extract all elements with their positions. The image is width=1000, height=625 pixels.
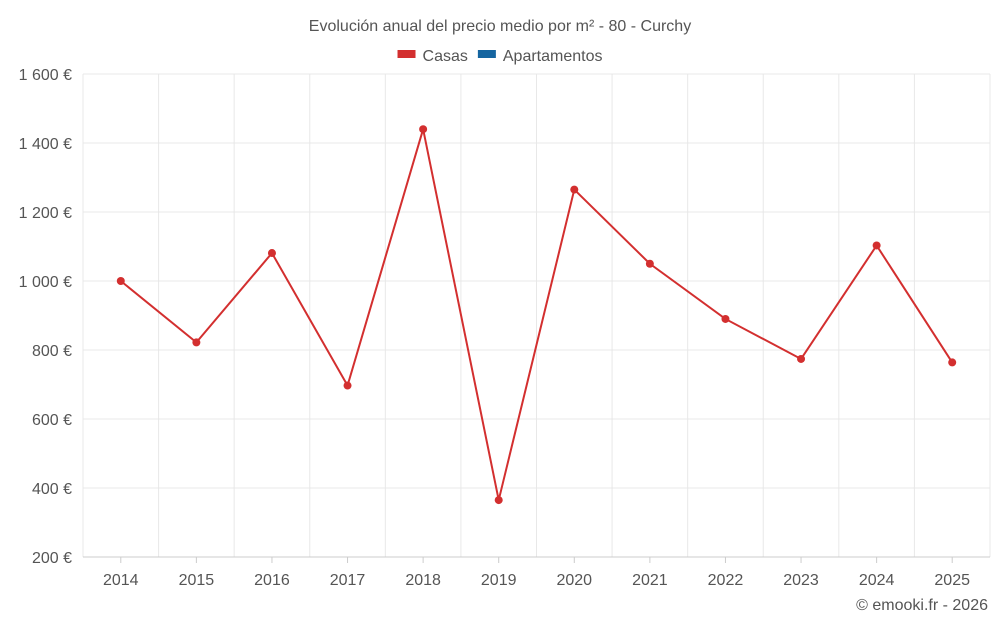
y-tick-label: 1 600 € <box>19 67 72 84</box>
y-tick-label: 1 200 € <box>19 205 72 222</box>
data-point[interactable] <box>267 249 276 258</box>
y-tick-label: 800 € <box>32 343 72 360</box>
credit-text: © emooki.fr - 2026 <box>856 597 988 614</box>
x-tick-label: 2021 <box>632 572 668 589</box>
data-point[interactable] <box>192 338 201 347</box>
data-point[interactable] <box>872 241 881 250</box>
y-tick-label: 600 € <box>32 412 72 429</box>
y-tick-label: 400 € <box>32 481 72 498</box>
legend-item-apartamentos[interactable]: Apartamentos <box>477 48 603 65</box>
data-point[interactable] <box>948 358 957 367</box>
x-tick-label: 2020 <box>556 572 592 589</box>
x-tick-label: 2023 <box>783 572 819 589</box>
data-point[interactable] <box>721 314 730 323</box>
data-point[interactable] <box>797 354 806 363</box>
data-point[interactable] <box>116 277 125 285</box>
data-point[interactable] <box>419 125 428 134</box>
y-tick-label: 200 € <box>32 550 72 567</box>
x-tick-label: 2014 <box>103 572 139 589</box>
x-tick-label: 2015 <box>179 572 215 589</box>
legend-swatch <box>477 50 496 58</box>
x-tick-label: 2016 <box>254 572 290 589</box>
legend-label: Casas <box>423 48 468 65</box>
data-point[interactable] <box>570 185 579 194</box>
data-point[interactable] <box>494 496 503 505</box>
data-point[interactable] <box>343 381 352 390</box>
y-tick-label: 1 400 € <box>19 136 72 153</box>
x-tick-label: 2022 <box>708 572 744 589</box>
x-tick-label: 2017 <box>330 572 366 589</box>
y-tick-label: 1 000 € <box>19 274 72 291</box>
data-point[interactable] <box>645 259 654 268</box>
series <box>116 125 957 505</box>
legend: Casas Apartamentos <box>397 48 603 65</box>
legend-item-casas[interactable]: Casas <box>397 48 468 65</box>
legend-swatch <box>397 50 416 58</box>
x-tick-label: 2019 <box>481 572 517 589</box>
chart-title: Evolución anual del precio medio por m² … <box>309 18 691 35</box>
x-tick-label: 2024 <box>859 572 895 589</box>
series-line-casas <box>120 128 954 501</box>
legend-label: Apartamentos <box>503 48 603 65</box>
x-tick-label: 2018 <box>405 572 441 589</box>
axes: 200 € 400 € 600 € 800 € 1 000 € 1 200 € 1 400 … <box>19 67 990 589</box>
x-tick-label: 2025 <box>934 572 970 589</box>
